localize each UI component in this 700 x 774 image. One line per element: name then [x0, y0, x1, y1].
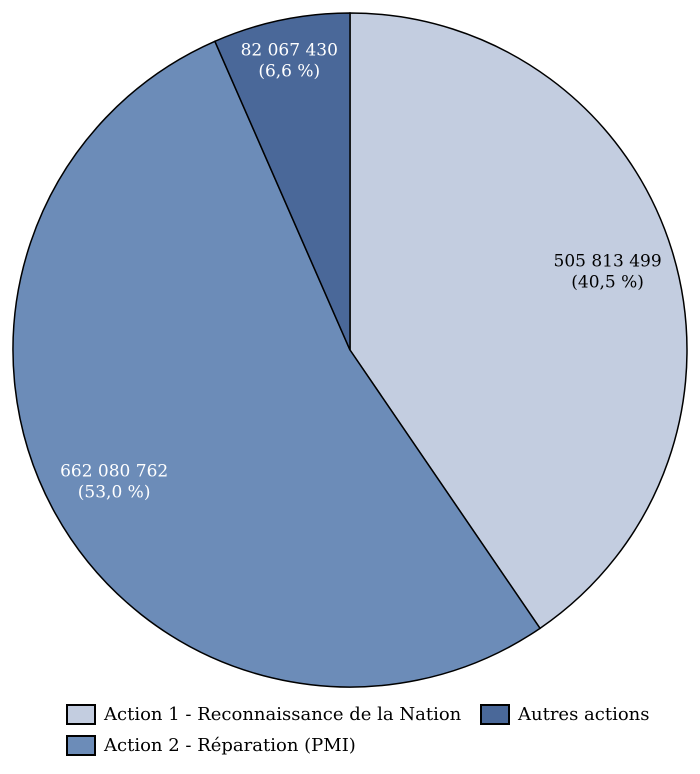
- legend-item-action-2: Action 2 - Réparation (PMI): [66, 735, 356, 756]
- slice-autres: [213, 12, 351, 351]
- legend-item-action-1: Action 1 - Reconnaissance de la Nation: [66, 704, 461, 725]
- legend-label-autres: Autres actions: [518, 704, 650, 725]
- legend-swatch-action-2: [66, 735, 96, 756]
- slice-action-1-percent-label: (40,5 %): [571, 272, 644, 292]
- slice-autres-percent-label: (6,6 %): [258, 62, 320, 82]
- slice-action-1-value-label: 505 813 499: [554, 251, 662, 271]
- legend-label-action-1: Action 1 - Reconnaissance de la Nation: [104, 704, 462, 725]
- legend-swatch-autres: [480, 704, 510, 725]
- legend-swatch-action-1: [66, 704, 96, 725]
- legend-label-action-2: Action 2 - Réparation (PMI): [104, 735, 356, 756]
- slice-action-2-value-label: 662 080 762: [60, 462, 168, 482]
- slice-action-2-percent-label: (53,0 %): [78, 483, 151, 503]
- slice-autres-value-label: 82 067 430: [241, 41, 338, 61]
- slice-action-1: [349, 12, 688, 630]
- pie-chart: 505 813 499(40,5 %) 662 080 762(53,0 %) 82…: [12, 12, 688, 688]
- legend-item-autres: Autres actions: [480, 704, 650, 725]
- slice-action-2: [12, 40, 542, 688]
